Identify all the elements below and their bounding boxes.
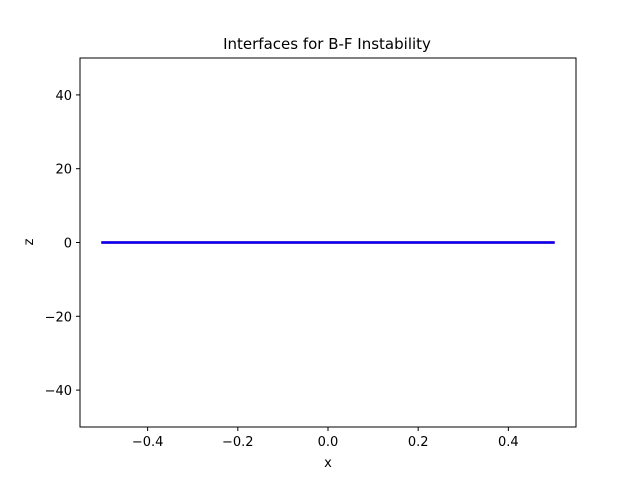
y-tick-label: 0: [64, 237, 72, 252]
chart-title: Interfaces for B-F Instability: [223, 35, 431, 53]
x-tick-label: −0.2: [222, 435, 254, 450]
x-tick-label: 0.4: [498, 435, 519, 450]
y-tick-label: 40: [55, 89, 72, 104]
y-tick-label: −40: [45, 384, 72, 399]
x-tick-label: −0.4: [132, 435, 164, 450]
y-axis-label: z: [22, 238, 37, 245]
y-axis-ticks: −40 −20 0 20 40: [45, 89, 80, 399]
x-axis-ticks: −0.4 −0.2 0.0 0.2 0.4: [132, 427, 519, 450]
x-tick-label: 0.2: [408, 435, 429, 450]
x-tick-label: 0.0: [318, 435, 339, 450]
y-tick-label: −20: [45, 310, 72, 325]
x-axis-label: x: [324, 456, 332, 471]
y-tick-label: 20: [55, 163, 72, 178]
